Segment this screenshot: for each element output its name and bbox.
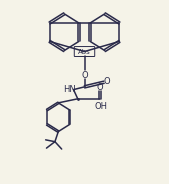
Text: HN: HN: [63, 85, 76, 94]
Text: O: O: [96, 83, 103, 92]
Text: O: O: [104, 77, 110, 86]
Text: Abs: Abs: [78, 49, 91, 54]
Text: OH: OH: [94, 102, 107, 111]
Text: O: O: [81, 71, 88, 80]
FancyBboxPatch shape: [74, 47, 95, 56]
